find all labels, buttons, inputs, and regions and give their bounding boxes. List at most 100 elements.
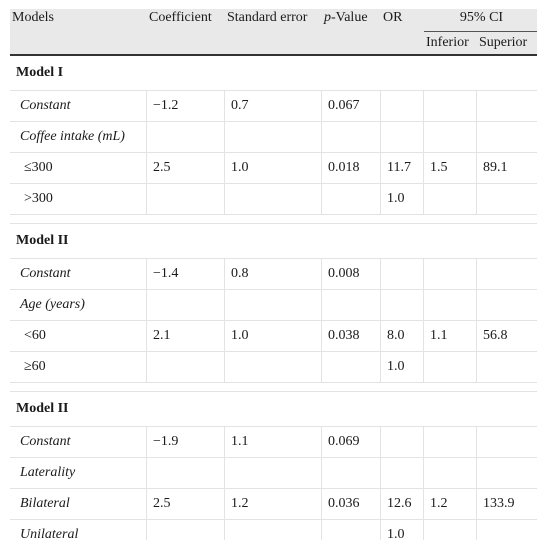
ci-superior-cell <box>477 290 537 321</box>
ci-superior-cell <box>477 520 537 540</box>
model-group-row: Model II <box>10 224 537 259</box>
table-row: >300 1.0 <box>10 184 537 215</box>
table-header: Models Coefficient Standard error p-Valu… <box>10 9 537 56</box>
p-value-cell: 0.067 <box>322 91 381 122</box>
ci-superior-cell: 133.9 <box>477 489 537 520</box>
header-spacer-std-error <box>225 31 322 56</box>
or-cell: 1.0 <box>381 184 424 215</box>
coefficient-cell <box>147 290 225 321</box>
table-row: Constant −1.4 0.8 0.008 <box>10 259 537 290</box>
p-value-cell: 0.008 <box>322 259 381 290</box>
group-spacer <box>10 383 537 392</box>
variable-cell: Unilateral <box>10 520 147 540</box>
variable-cell: Laterality <box>10 458 147 489</box>
ci-inferior-cell: 1.1 <box>424 321 477 352</box>
variable-cell: ≤300 <box>10 153 147 184</box>
or-cell <box>381 458 424 489</box>
coefficient-cell <box>147 352 225 383</box>
p-value-cell <box>322 352 381 383</box>
ci-inferior-cell <box>424 259 477 290</box>
header-models: Models <box>10 9 147 31</box>
std-error-cell: 0.7 <box>225 91 322 122</box>
variable-cell: Bilateral <box>10 489 147 520</box>
variable-cell: ≥60 <box>10 352 147 383</box>
or-cell <box>381 122 424 153</box>
std-error-cell: 0.8 <box>225 259 322 290</box>
std-error-cell <box>225 458 322 489</box>
header-p-value-suffix: -Value <box>331 10 368 25</box>
header-or: OR <box>381 9 424 31</box>
ci-inferior-cell <box>424 458 477 489</box>
ci-superior-cell: 89.1 <box>477 153 537 184</box>
p-value-cell <box>322 184 381 215</box>
ci-inferior-cell <box>424 290 477 321</box>
p-value-cell: 0.069 <box>322 427 381 458</box>
ci-inferior-cell: 1.5 <box>424 153 477 184</box>
group-spacer <box>10 215 537 224</box>
table-body: Model I Constant −1.2 0.7 0.067 Coffee intake… <box>10 56 537 540</box>
table-row: <60 2.1 1.0 0.038 8.0 1.1 56.8 <box>10 321 537 352</box>
header-inferior: Inferior <box>424 31 477 56</box>
coefficient-cell: 2.5 <box>147 153 225 184</box>
header-coefficient: Coefficient <box>147 9 225 31</box>
or-cell: 11.7 <box>381 153 424 184</box>
ci-inferior-cell <box>424 352 477 383</box>
p-value-cell: 0.038 <box>322 321 381 352</box>
std-error-cell: 1.1 <box>225 427 322 458</box>
header-standard-error: Standard error <box>225 9 322 31</box>
or-cell <box>381 290 424 321</box>
variable-cell: Age (years) <box>10 290 147 321</box>
ci-superior-cell <box>477 91 537 122</box>
header-spacer-models <box>10 31 147 56</box>
header-spacer-p-value <box>322 31 381 56</box>
model-group-label: Model I <box>10 56 537 91</box>
model-group-row: Model I <box>10 56 537 91</box>
model-group-row: Model II <box>10 392 537 427</box>
ci-superior-cell <box>477 259 537 290</box>
header-spacer-coefficient <box>147 31 225 56</box>
std-error-cell <box>225 352 322 383</box>
coefficient-cell <box>147 122 225 153</box>
or-cell: 1.0 <box>381 520 424 540</box>
coefficient-cell: 2.1 <box>147 321 225 352</box>
header-95-ci: 95% CI <box>424 9 537 31</box>
variable-cell: Constant <box>10 427 147 458</box>
p-value-cell: 0.018 <box>322 153 381 184</box>
coefficient-cell: 2.5 <box>147 489 225 520</box>
p-value-cell <box>322 290 381 321</box>
table-row: Coffee intake (mL) <box>10 122 537 153</box>
header-superior: Superior <box>477 31 537 56</box>
group-spacer-row <box>10 383 537 392</box>
or-cell <box>381 91 424 122</box>
table-row: Unilateral 1.0 <box>10 520 537 540</box>
coefficient-cell: −1.4 <box>147 259 225 290</box>
header-p-value: p-Value <box>322 9 381 31</box>
ci-inferior-cell <box>424 122 477 153</box>
or-cell: 1.0 <box>381 352 424 383</box>
header-spacer-or <box>381 31 424 56</box>
table-row: Age (years) <box>10 290 537 321</box>
regression-table-container: Models Coefficient Standard error p-Valu… <box>10 9 537 540</box>
std-error-cell <box>225 122 322 153</box>
std-error-cell: 1.0 <box>225 153 322 184</box>
variable-cell: Constant <box>10 259 147 290</box>
table-row: Laterality <box>10 458 537 489</box>
or-cell <box>381 427 424 458</box>
variable-cell: <60 <box>10 321 147 352</box>
coefficient-cell <box>147 458 225 489</box>
regression-table: Models Coefficient Standard error p-Valu… <box>10 9 537 540</box>
group-spacer-row <box>10 215 537 224</box>
ci-inferior-cell <box>424 91 477 122</box>
ci-superior-cell <box>477 184 537 215</box>
table-row: Constant −1.2 0.7 0.067 <box>10 91 537 122</box>
std-error-cell <box>225 184 322 215</box>
table-row: Bilateral 2.5 1.2 0.036 12.6 1.2 133.9 <box>10 489 537 520</box>
ci-inferior-cell <box>424 427 477 458</box>
coefficient-cell <box>147 520 225 540</box>
std-error-cell <box>225 520 322 540</box>
std-error-cell <box>225 290 322 321</box>
ci-superior-cell <box>477 458 537 489</box>
model-group-label: Model II <box>10 392 537 427</box>
header-p-value-p: p <box>324 10 331 25</box>
p-value-cell <box>322 122 381 153</box>
